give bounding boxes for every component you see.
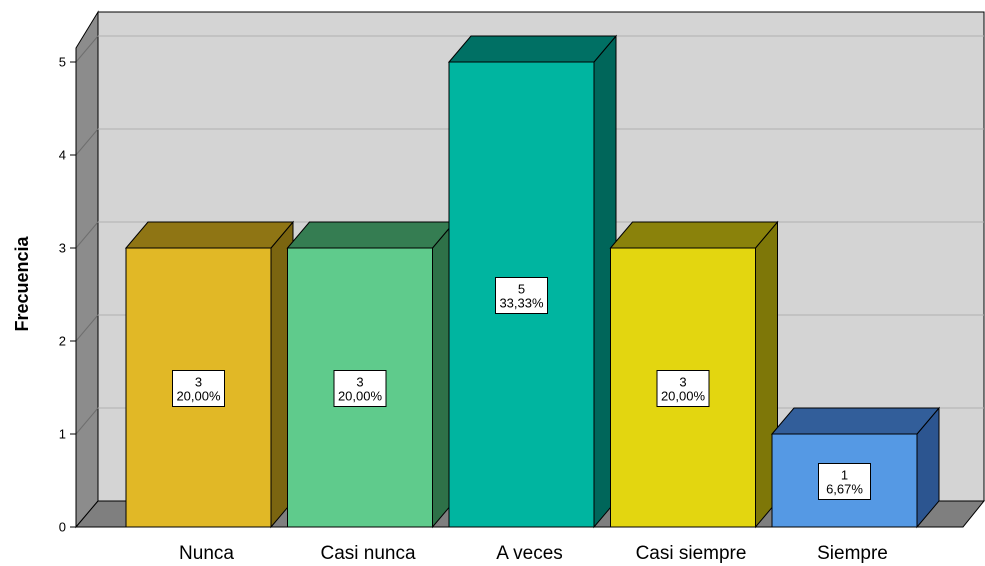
side-wall <box>75 10 99 529</box>
bar-top <box>609 221 779 249</box>
data-label-percent: 6,67% <box>826 482 863 497</box>
data-label-count: 3 <box>679 375 686 390</box>
x-category-label: Casi nunca <box>320 543 415 564</box>
data-label-box <box>172 370 225 407</box>
x-category-label: Siempre <box>817 543 888 564</box>
bar-4: 320,00% <box>609 220 779 529</box>
x-category-label: A veces <box>496 543 563 564</box>
data-label-percent: 20,00% <box>176 389 221 404</box>
data-label-count: 3 <box>356 375 363 390</box>
y-axis-ticks: 0 1 2 3 4 5 <box>59 48 77 535</box>
data-label-box <box>656 370 710 407</box>
bar-top <box>286 221 456 249</box>
y-axis-label: Frecuencia <box>12 235 32 331</box>
bar-top <box>124 221 295 249</box>
x-category-label: Casi siempre <box>636 543 747 564</box>
x-axis-labels: Nunca Casi nunca A veces Casi siempre Siempr… <box>179 543 888 564</box>
gridline-side <box>75 221 99 249</box>
gridline-side <box>75 314 99 342</box>
bar-top <box>770 407 941 435</box>
data-label: 320,00% <box>656 370 710 407</box>
bar-2: 320,00% <box>286 220 456 529</box>
gridline-side <box>75 128 99 156</box>
data-label: 320,00% <box>172 370 225 407</box>
y-tick-label: 0 <box>59 520 66 535</box>
data-label: 533,33% <box>495 277 548 314</box>
data-label-box <box>333 370 387 407</box>
data-label-percent: 33,33% <box>499 296 544 311</box>
bar-3: 533,33% <box>447 34 618 529</box>
data-label-box <box>495 277 548 314</box>
y-tick-label: 4 <box>59 148 66 163</box>
bar-1: 320,00% <box>124 220 295 529</box>
data-label-count: 5 <box>518 282 525 297</box>
bars: 320,00%320,00%533,33%320,00%16,67% <box>124 34 941 529</box>
data-label-box <box>818 463 871 500</box>
bar-top <box>447 35 618 63</box>
y-tick-label: 2 <box>59 334 66 349</box>
data-label-percent: 20,00% <box>661 389 706 404</box>
y-tick-label: 1 <box>59 427 66 442</box>
x-category-label: Nunca <box>179 543 234 564</box>
data-label-count: 3 <box>195 375 202 390</box>
data-label: 16,67% <box>818 463 871 500</box>
y-tick-label: 3 <box>59 241 66 256</box>
data-label: 320,00% <box>333 370 387 407</box>
gridline-side <box>75 407 99 435</box>
data-label-percent: 20,00% <box>338 389 383 404</box>
gridline-side <box>75 35 99 63</box>
y-tick-label: 5 <box>59 55 66 70</box>
data-label-count: 1 <box>841 468 848 483</box>
bar-5: 16,67% <box>770 406 941 529</box>
